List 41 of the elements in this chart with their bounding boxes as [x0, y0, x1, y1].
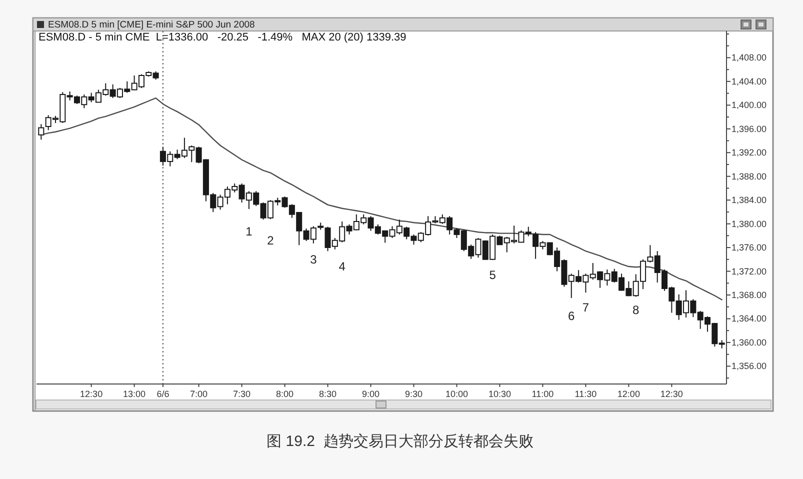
- chart-title: ESM08.D 5 min [CME] E-mini S&P 500 Jun 2008: [48, 19, 255, 30]
- x-tick-label: 7:00: [190, 389, 208, 399]
- x-tick-label: 12:00: [617, 389, 640, 399]
- y-tick-label: 1,388.00: [732, 171, 767, 182]
- annotation: 5: [489, 268, 496, 282]
- candlestick: [38, 124, 44, 140]
- x-tick-label: 8:30: [318, 389, 337, 399]
- y-tick-label: 1,360.00: [732, 337, 767, 348]
- x-tick-label: 11:00: [532, 389, 554, 399]
- annotation: 1: [246, 224, 253, 239]
- y-tick-label: 1,396.00: [732, 124, 767, 134]
- annotation: 6: [568, 309, 576, 323]
- x-tick-label: 12:30: [80, 389, 103, 399]
- chart-subtitle: ESM08.D - 5 min CME L=1336.00 -20.25 -1.49% MAX 20 (20) 1339.39: [38, 32, 406, 44]
- y-tick-label: 1,408.00: [732, 52, 767, 63]
- x-tick-label: 8:00: [276, 389, 294, 399]
- x-tick-label: 9:00: [362, 389, 380, 399]
- annotation: 3: [310, 252, 318, 266]
- y-tick-label: 1,364.00: [732, 314, 767, 324]
- y-tick-label: 1,404.00: [732, 76, 767, 86]
- annotation: 2: [267, 234, 274, 248]
- x-tick-label: 11:30: [574, 389, 597, 399]
- annotation: 4: [338, 260, 346, 274]
- x-tick-label: 13:00: [123, 389, 146, 399]
- y-tick-label: 1,372.00: [732, 266, 767, 276]
- annotation: 7: [582, 300, 590, 314]
- y-tick-label: 1,356.00: [732, 361, 767, 372]
- y-tick-label: 1,380.00: [732, 218, 767, 229]
- y-tick-label: 1,368.00: [732, 290, 767, 300]
- x-tick-label: 10:00: [445, 389, 468, 399]
- y-tick-label: 1,400.00: [732, 100, 767, 110]
- x-tick-label: 6/6: [156, 389, 170, 399]
- annotation: 8: [632, 303, 640, 317]
- x-tick-label: 12:30: [660, 389, 683, 399]
- y-tick-label: 1,392.00: [732, 148, 767, 158]
- x-tick-label: 10:30: [488, 389, 511, 399]
- caption: 图 19.2 趋势交易日大部分反转都会失败: [266, 433, 534, 450]
- x-tick-label: 7:30: [233, 389, 251, 399]
- y-tick-label: 1,376.00: [732, 242, 767, 253]
- y-tick-label: 1,384.00: [732, 195, 767, 206]
- x-tick-label: 9:30: [404, 389, 423, 399]
